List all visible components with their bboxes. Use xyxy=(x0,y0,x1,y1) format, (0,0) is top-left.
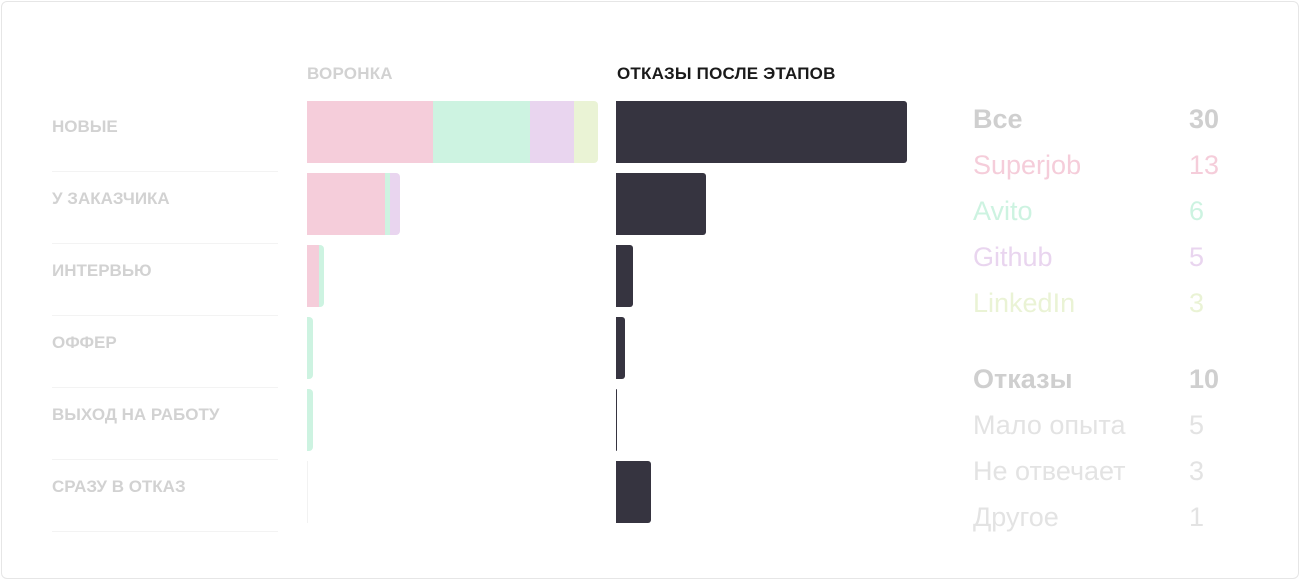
funnel-bar-avito[interactable] xyxy=(318,245,325,307)
rejection-bar[interactable] xyxy=(616,173,707,235)
rejection-bar[interactable] xyxy=(616,461,651,523)
legend-name: Github xyxy=(973,242,1053,272)
rejections-legend: Отказы 10 Мало опыта 5 Не отвечает 3 Другое 1 xyxy=(973,356,1219,540)
legend-value: 5 xyxy=(1189,410,1205,440)
category-label: НОВЫЕ xyxy=(52,100,278,172)
funnel-bar-superjob[interactable] xyxy=(307,101,434,163)
legend-value: 6 xyxy=(1189,196,1205,226)
legend-value: 1 xyxy=(1189,502,1205,532)
rejection-bar[interactable] xyxy=(616,245,634,307)
sources-legend: Все 30 Superjob 13 Avito 6 Github 5 LinkedIn 3 xyxy=(973,96,1219,326)
legend-value: 5 xyxy=(1189,242,1205,272)
category-label: У ЗАКАЗЧИКА xyxy=(52,172,278,244)
legend-item: LinkedIn 3 xyxy=(973,280,1219,326)
legend-name: Отказы xyxy=(973,364,1073,394)
category-labels: НОВЫЕ У ЗАКАЗЧИКА ИНТЕРВЬЮ ОФФЕР ВЫХОД НА РА… xyxy=(52,100,278,532)
legend-value: 3 xyxy=(1189,288,1205,318)
legend-item: Все 30 xyxy=(973,96,1219,142)
legend-name: Superjob xyxy=(973,150,1082,180)
legend-item: Avito 6 xyxy=(973,188,1219,234)
funnel-bar-github[interactable] xyxy=(390,173,401,235)
legend-name: Все xyxy=(973,104,1023,134)
legend-name: LinkedIn xyxy=(973,288,1076,318)
funnel-bar-superjob[interactable] xyxy=(307,245,319,307)
funnel-title: ВОРОНКА xyxy=(307,64,393,83)
legend-item: Отказы 10 xyxy=(973,356,1219,402)
legend-name: Не отвечает xyxy=(973,456,1126,486)
category-label: СРАЗУ В ОТКАЗ xyxy=(52,460,278,532)
legend-value: 30 xyxy=(1189,104,1220,134)
legend-name: Другое xyxy=(973,502,1059,532)
funnel-bar-empty xyxy=(307,461,308,523)
legend-value: 13 xyxy=(1189,150,1220,180)
legend-item: Github 5 xyxy=(973,234,1219,280)
funnel-bar-avito[interactable] xyxy=(384,173,391,235)
category-label: ВЫХОД НА РАБОТУ xyxy=(52,388,278,460)
funnel-bar-avito[interactable] xyxy=(307,389,313,451)
legend-item: Superjob 13 xyxy=(973,142,1219,188)
legend-item: Мало опыта 5 xyxy=(973,402,1219,448)
legend-name: Мало опыта xyxy=(973,410,1126,440)
funnel-bar-superjob[interactable] xyxy=(307,173,385,235)
funnel-bar-avito[interactable] xyxy=(307,317,313,379)
rejections-title: ОТКАЗЫ ПОСЛЕ ЭТАПОВ xyxy=(617,64,836,83)
legend-name: Avito xyxy=(973,196,1033,226)
category-label: ОФФЕР xyxy=(52,316,278,388)
rejection-bar[interactable] xyxy=(616,389,618,451)
legend-item: Не отвечает 3 xyxy=(973,448,1219,494)
category-label: ИНТЕРВЬЮ xyxy=(52,244,278,316)
legend-value: 3 xyxy=(1189,456,1205,486)
rejection-bar[interactable] xyxy=(616,317,625,379)
funnel-bar-github[interactable] xyxy=(530,101,574,163)
legend-value: 10 xyxy=(1189,364,1220,394)
funnel-bar-linkedin[interactable] xyxy=(573,101,598,163)
legend-item: Другое 1 xyxy=(973,494,1219,540)
rejection-bar[interactable] xyxy=(616,101,907,163)
funnel-bar-avito[interactable] xyxy=(433,101,531,163)
